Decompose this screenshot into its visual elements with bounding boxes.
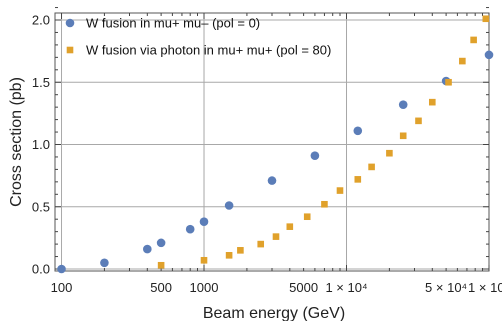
x-tick-label: 1000: [190, 280, 219, 295]
data-point-circle: [57, 264, 66, 274]
data-point-square: [459, 57, 466, 65]
data-point-square: [445, 78, 452, 86]
x-tick-label: 5 × 10⁴: [425, 280, 467, 295]
data-point-square: [368, 163, 375, 171]
data-point-square: [399, 132, 407, 140]
grid-lines: [55, 13, 489, 271]
x-tick-label: 100: [51, 280, 73, 295]
data-point-square: [303, 213, 311, 221]
y-tick-label: 2.0: [32, 13, 50, 28]
data-point-square: [272, 233, 280, 240]
data-point-square: [336, 187, 344, 194]
data-point-circle: [100, 258, 109, 268]
x-tick-label: 500: [150, 280, 172, 295]
y-tick-labels: 0.0 0.5 1.0 1.5 2.0: [32, 13, 50, 277]
x-tick-label: 1 × 10⁵: [468, 280, 502, 295]
data-point-circle: [156, 238, 166, 248]
data-point-square: [237, 247, 244, 254]
legend-marker-square: [66, 46, 74, 54]
x-axis-title: Beam energy (GeV): [203, 305, 345, 321]
data-point-square: [257, 240, 265, 248]
legend: W fusion in mu+ mu– (pol = 0) W fusion vi…: [65, 16, 331, 58]
data-point-circle: [484, 50, 494, 60]
data-point-circle: [267, 176, 277, 185]
series-0: [57, 50, 494, 274]
data-point-square: [470, 36, 477, 44]
axis-ticks: [55, 7, 490, 271]
data-point-square: [157, 261, 165, 269]
y-tick-label: 1.5: [32, 75, 50, 90]
data-point-square: [428, 98, 436, 106]
x-tick-label: 1 × 10⁴: [325, 280, 367, 295]
data-point-square: [354, 176, 362, 183]
legend-marker-circle: [65, 18, 75, 28]
legend-label: W fusion in mu+ mu– (pol = 0): [86, 16, 260, 31]
data-point-square: [482, 15, 490, 23]
data-points: [57, 15, 494, 274]
data-point-circle: [310, 151, 320, 161]
data-point-circle: [199, 217, 209, 226]
data-point-square: [225, 252, 233, 259]
data-point-circle: [353, 126, 363, 136]
data-point-square: [200, 256, 208, 264]
data-point-square: [321, 200, 328, 208]
y-tick-label: 0.5: [32, 199, 50, 214]
data-point-square: [415, 117, 422, 125]
data-point-circle: [185, 224, 195, 234]
y-axis-title: Cross section (pb): [8, 77, 25, 207]
y-tick-label: 0.0: [32, 262, 50, 277]
data-point-square: [386, 149, 393, 157]
x-tick-label: 5000: [289, 280, 318, 295]
series-1: [157, 15, 490, 269]
data-point-circle: [143, 244, 152, 254]
legend-label: W fusion via photon in mu+ mu+ (pol = 80…: [86, 43, 331, 58]
y-tick-label: 1.0: [32, 137, 50, 152]
data-point-circle: [398, 100, 408, 109]
data-point-circle: [224, 201, 234, 210]
data-point-square: [286, 223, 294, 230]
